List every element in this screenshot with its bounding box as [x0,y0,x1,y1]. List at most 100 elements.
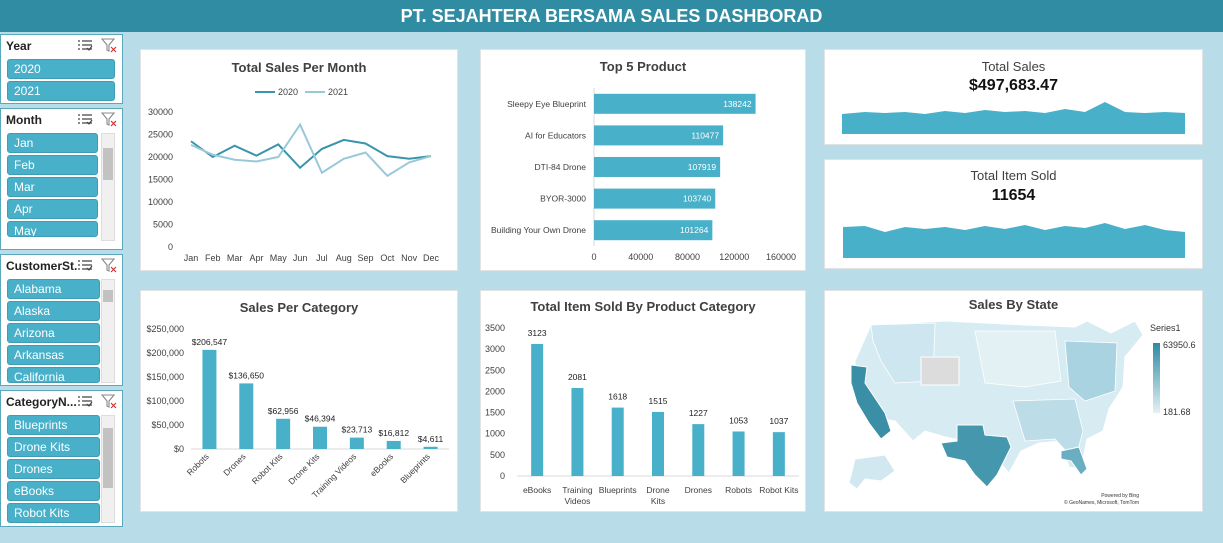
y-tick-label: 2000 [485,386,505,396]
y-tick-label: 20000 [148,152,173,162]
x-tick-label: Dec [423,253,440,263]
clear-filter-icon[interactable] [101,112,117,127]
bar [571,388,584,476]
alaska-state [848,454,896,490]
sales-per-category-card: Sales Per Category $0 $50,000 $100,000 $150… [140,290,458,512]
x-tick-label: Apr [249,253,263,263]
category-label: DTI-84 Drone [535,162,587,172]
category-label: Blueprints [599,485,637,495]
slicer-item[interactable]: Drones [7,459,100,479]
scrollbar-thumb[interactable] [103,428,113,488]
x-tick-label: 80000 [675,252,700,262]
slicer-item[interactable]: Apr [7,199,98,219]
y-tick-label: 3000 [485,344,505,354]
slicer-item[interactable]: Arizona [7,323,100,343]
category-label: eBooks [523,485,551,495]
slicer-item[interactable]: Feb [7,155,98,175]
slicer-item[interactable]: eBooks [7,481,100,501]
x-tick-label: 160000 [766,252,796,262]
multi-select-icon[interactable] [77,38,93,53]
items-sold-sparkline [843,223,1185,258]
legend-label: 2021 [328,87,348,97]
category-label: AI for Educators [525,130,586,140]
slicer-item[interactable]: Arkansas [7,345,100,365]
state-scrollbar[interactable] [101,279,115,383]
x-tick-label: Jun [293,253,308,263]
bar [531,343,544,476]
total-sales-label: Total Sales [981,59,1046,74]
data-label: 2081 [568,372,587,382]
items-by-category-card: Total Item Sold By Product Category 0 500… [480,290,806,512]
data-label: $206,547 [192,337,228,347]
clear-filter-icon[interactable] [101,258,117,273]
slicer-item[interactable]: 2020 [7,59,115,79]
y-tick-label: 1000 [485,429,505,439]
slicer-item[interactable]: Alaska [7,301,100,321]
year-slicer: Year 2020 2021 [0,34,123,104]
customer-state-slicer-title: CustomerSt... [6,259,85,273]
scrollbar-thumb[interactable] [103,290,113,302]
x-tick-label: 120000 [719,252,749,262]
florida-state [1060,446,1088,476]
bar [732,431,745,476]
bar [276,418,291,449]
slicer-item[interactable]: Blueprints [7,415,100,435]
multi-select-icon[interactable] [77,112,93,127]
clear-filter-icon[interactable] [101,394,117,409]
data-label: 107919 [688,162,717,172]
data-label: $4,611 [418,434,444,444]
slicer-item[interactable]: Jan [7,133,98,153]
slicer-item[interactable]: Drone Kits [7,437,100,457]
customer-state-slicer-header: CustomerSt... [1,255,122,277]
x-tick-label: Jan [184,253,199,263]
legend-scale [1153,343,1160,413]
x-tick-label: Mar [227,253,243,263]
chart-title: Total Sales Per Month [231,60,367,75]
slicer-item[interactable]: California [7,367,100,383]
top5-product-card: Top 5 Product Sleepy Eye Blueprint 138242… [480,49,806,271]
data-label: 101264 [680,225,709,235]
y-tick-label: 15000 [148,175,173,185]
multi-select-icon[interactable] [77,258,93,273]
slicer-item[interactable]: Alabama [7,279,100,299]
y-tick-label: 25000 [148,130,173,140]
clear-filter-icon[interactable] [101,38,117,53]
data-label: $136,650 [229,370,265,380]
bar [594,220,713,241]
scrollbar-thumb[interactable] [103,148,113,180]
year-slicer-header: Year [1,35,122,57]
slicer-item[interactable]: Mar [7,177,98,197]
category-scrollbar[interactable] [101,415,115,523]
month-scrollbar[interactable] [101,133,115,241]
customer-state-slicer: CustomerSt... Alabama Alaska Arizona Ark… [0,254,123,386]
category-slicer-header: CategoryN... [1,391,122,413]
data-label: 1053 [729,415,748,425]
x-tick-label: Sep [358,253,374,263]
category-label: Sleepy Eye Blueprint [507,99,587,109]
category-label: Robot Kits [759,485,798,495]
sales-by-state-card: Sales By State Series1 63950.6 181.68 Po… [824,290,1203,512]
y-tick-label: 0 [500,471,505,481]
category-label: Blueprints [398,451,432,485]
legend-label: 2020 [278,87,298,97]
texas-state [940,424,1012,488]
y-tick-label: $200,000 [146,348,184,358]
x-tick-label: May [270,253,288,263]
data-label: 1227 [689,408,708,418]
x-tick-label: Feb [205,253,221,263]
dashboard-title: PT. SEJAHTERA BERSAMA SALES DASHBORAD [0,0,1223,32]
data-label: $62,956 [268,406,299,416]
sales-per-category-chart: $0 $50,000 $100,000 $150,000 $200,000 $250,00… [146,324,449,500]
category-label: Robots [185,451,211,477]
month-slicer: Month Jan Feb Mar Apr May [0,108,123,250]
x-tick-label: Nov [401,253,418,263]
y-tick-label: $50,000 [151,420,184,430]
multi-select-icon[interactable] [77,394,93,409]
y-tick-label: 30000 [148,107,173,117]
map-credit-2: © GeoNames, Microsoft, TomTom [1064,499,1139,506]
slicer-item[interactable]: 2021 [7,81,115,101]
items-sold-card: Total Item Sold 11654 [824,159,1203,269]
slicer-item[interactable]: May [7,221,98,237]
slicer-item[interactable]: Robot Kits [7,503,100,523]
items-by-category-chart: 0 500 1000 1500 2000 2500 3000 3500 3123 eBooks 20… [485,323,799,506]
